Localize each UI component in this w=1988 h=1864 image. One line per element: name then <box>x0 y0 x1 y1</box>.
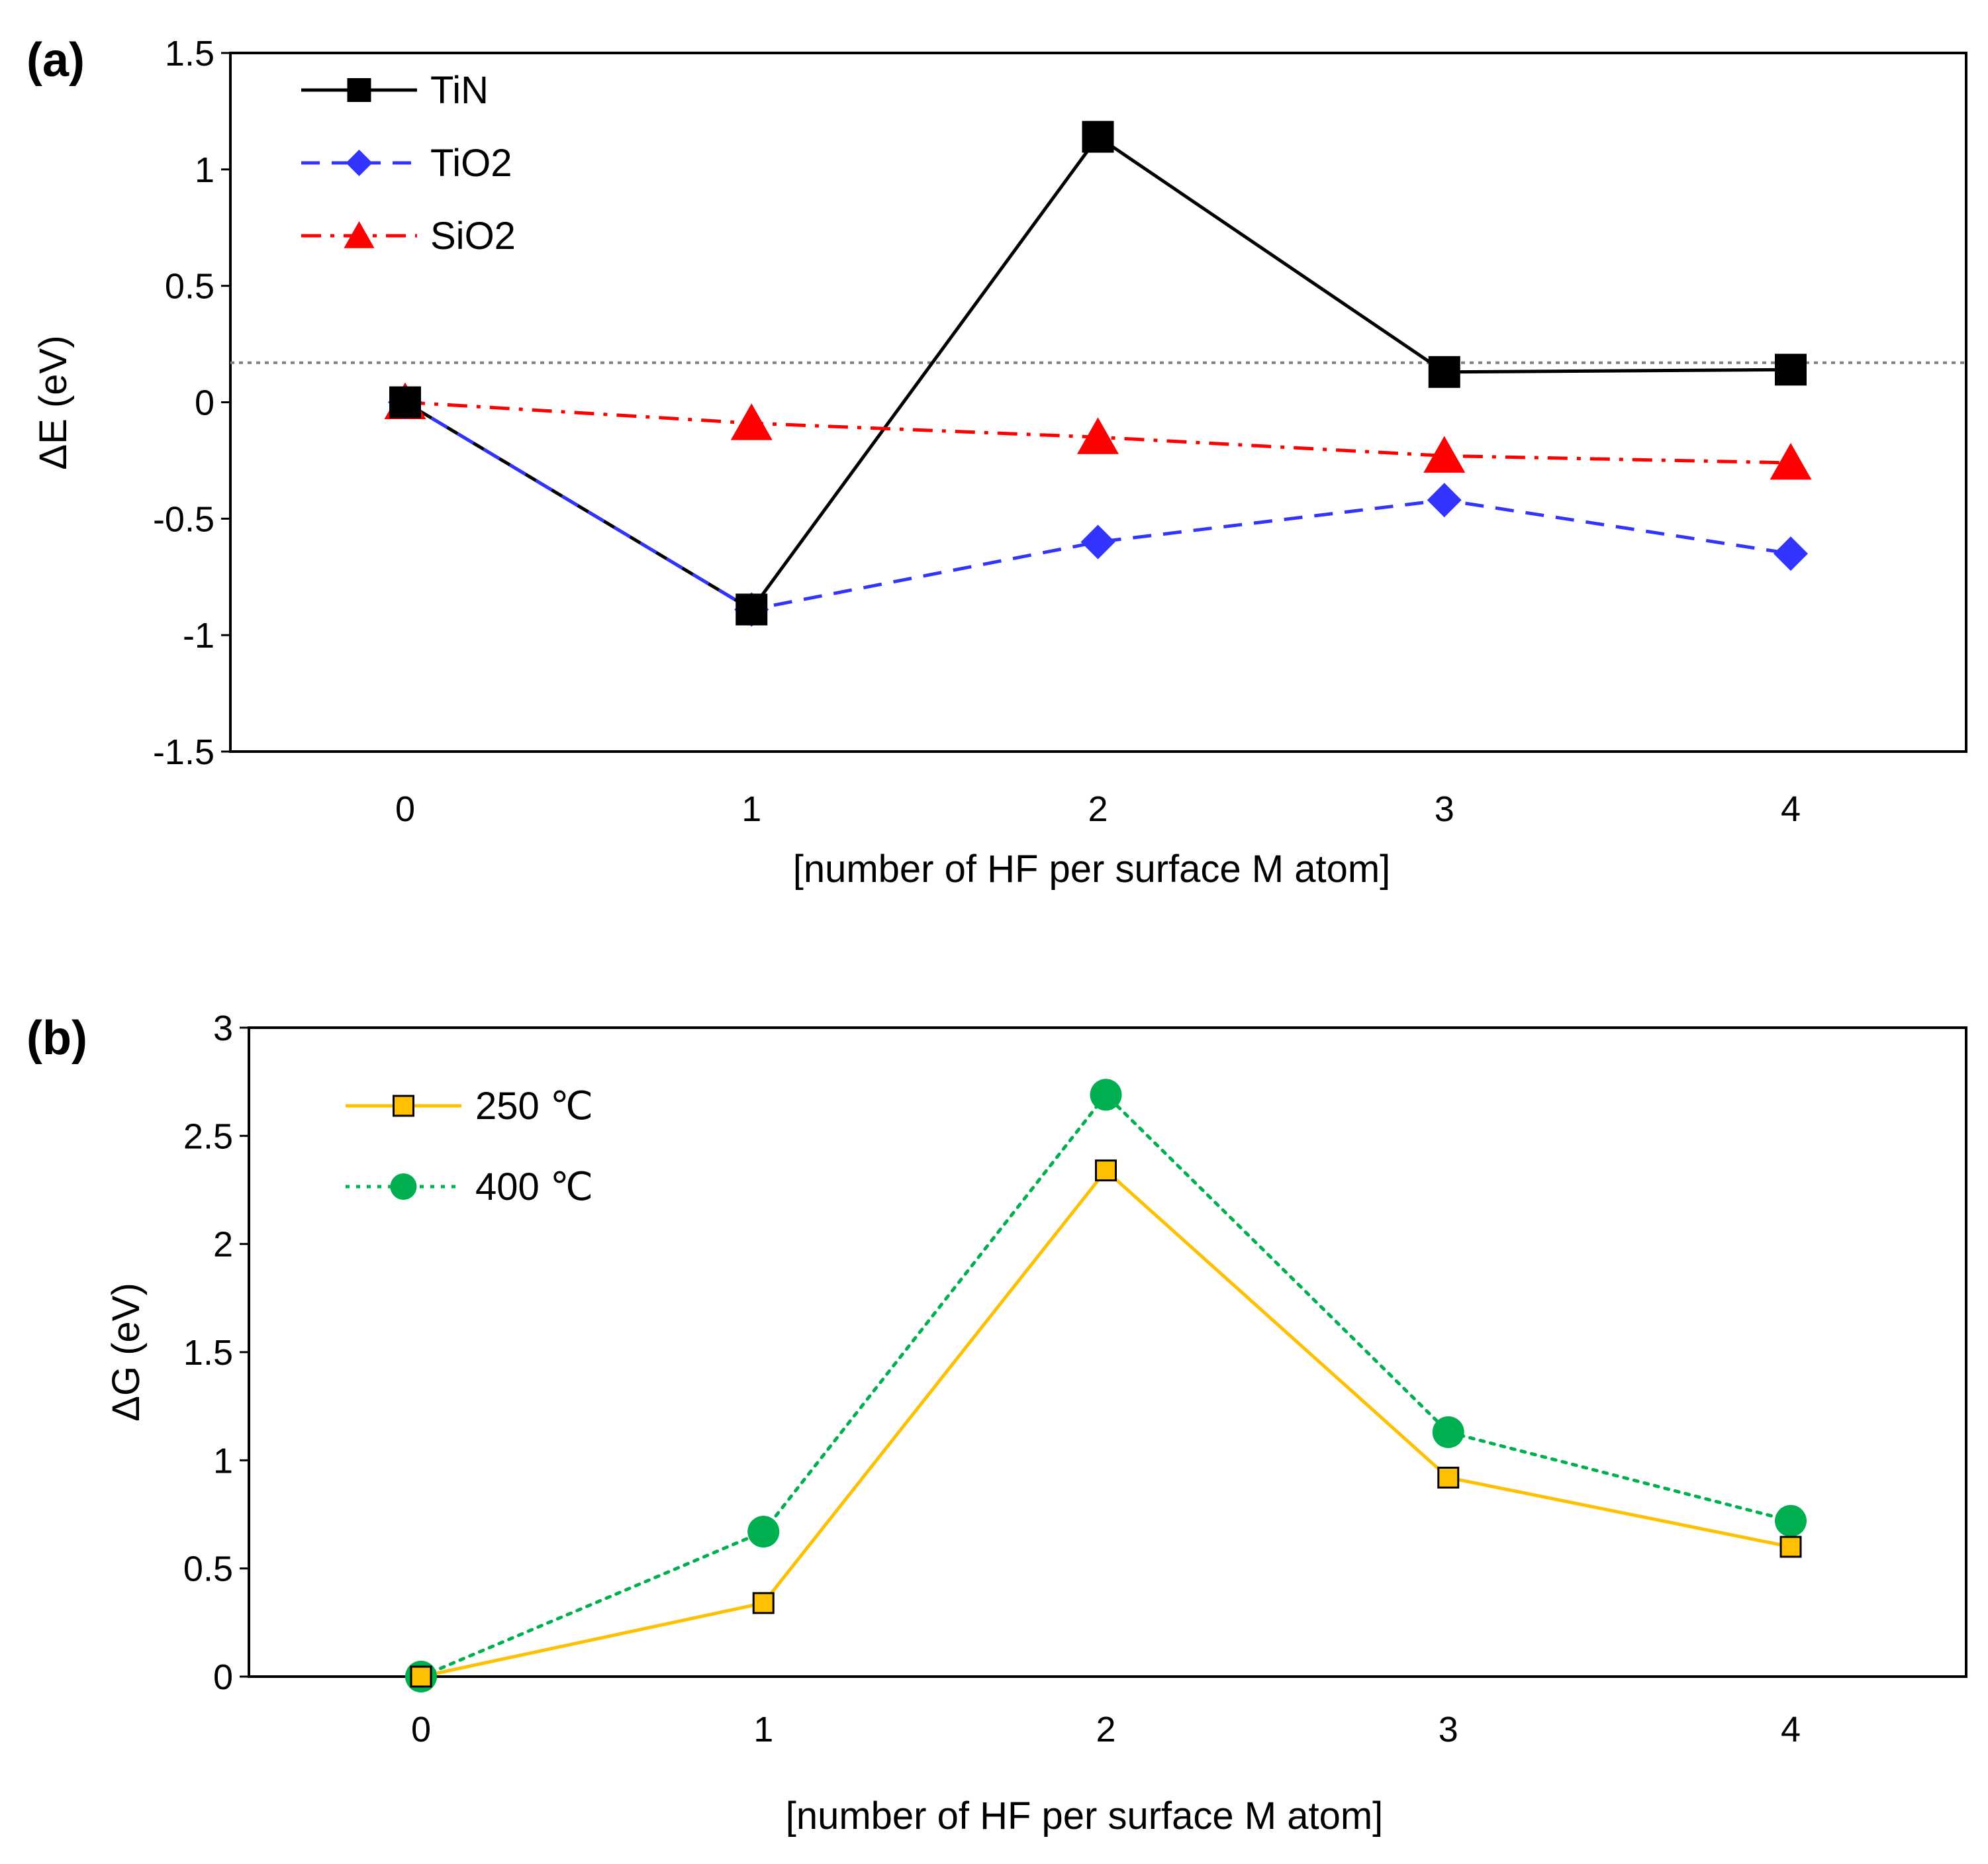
data-point <box>1090 1079 1122 1111</box>
data-point <box>1080 524 1115 560</box>
x-tick-label: 0 <box>411 1710 431 1749</box>
y-axis-label: ΔG (eV) <box>105 1283 148 1422</box>
data-point <box>1423 436 1466 473</box>
data-point <box>1428 356 1460 388</box>
data-point <box>1427 483 1462 518</box>
y-axis-label: ΔE (eV) <box>32 335 75 469</box>
data-point <box>1432 1416 1464 1448</box>
legend-label: TiO2 <box>430 142 512 185</box>
data-point <box>735 593 768 626</box>
y-tick-label: 1.5 <box>183 1333 233 1373</box>
y-tick-label: 1 <box>195 150 214 190</box>
y-tick-label: 1 <box>213 1441 233 1481</box>
x-axis-label: [number of HF per surface M atom] <box>793 848 1391 891</box>
legend-marker <box>393 1095 414 1117</box>
x-axis-label: [number of HF per surface M atom] <box>786 1794 1384 1838</box>
x-tick-label: 1 <box>741 789 761 829</box>
legend-marker <box>344 221 375 248</box>
data-point <box>1082 121 1114 153</box>
x-tick-label: 3 <box>1435 789 1454 829</box>
data-point <box>1095 1159 1117 1182</box>
legend-label: 400 ℃ <box>475 1165 593 1208</box>
x-tick-label: 1 <box>753 1710 773 1749</box>
panel-label: (b) <box>26 1012 87 1065</box>
legend-marker <box>347 78 371 102</box>
y-tick-label: 0.5 <box>183 1549 233 1589</box>
data-point <box>389 386 421 418</box>
chart-panel-b: (b) 0 0.5 1 1.5 2 2.5 3 0 1 2 3 4 [number of HF per s… <box>26 1008 1967 1838</box>
data-point <box>410 1665 432 1688</box>
y-tick-label: -1.5 <box>153 732 214 772</box>
data-point <box>1770 442 1812 480</box>
x-tick-label: 2 <box>1088 789 1108 829</box>
series-line-tio2 <box>404 401 1791 611</box>
legend-marker <box>346 150 373 176</box>
x-tick-label: 3 <box>1439 1710 1458 1749</box>
data-point <box>1779 1536 1802 1558</box>
y-tick-label: 0 <box>213 1657 233 1697</box>
y-tick-label: 0 <box>195 383 214 423</box>
x-tick-label: 4 <box>1781 789 1801 829</box>
legend-label: TiN <box>430 69 489 112</box>
y-tick-label: 3 <box>213 1008 233 1048</box>
y-tick-label: -0.5 <box>153 499 214 539</box>
data-point <box>747 1516 780 1548</box>
x-tick-label: 2 <box>1096 1710 1115 1749</box>
data-point <box>752 1592 775 1614</box>
data-point <box>1077 417 1119 454</box>
data-point <box>1437 1466 1460 1489</box>
series-line-400 <box>419 1093 1793 1679</box>
data-point <box>1774 536 1808 571</box>
y-tick-label: 2 <box>213 1225 233 1265</box>
chart-panel-a: (a) -1.5 -1 -0.5 0 0.5 1 1.5 0 1 2 3 4 [number of HF … <box>26 34 1967 891</box>
x-tick-label: 4 <box>1781 1710 1801 1749</box>
y-tick-label: 1.5 <box>165 34 214 74</box>
legend-marker <box>390 1173 417 1200</box>
series-line-250 <box>420 1169 1791 1679</box>
legend: TiN TiO2 SiO2 <box>301 69 516 258</box>
data-point <box>1775 354 1807 386</box>
data-point <box>730 403 773 440</box>
y-tick-label: 2.5 <box>183 1116 233 1156</box>
y-tick-label: 0.5 <box>165 267 214 307</box>
legend: 250 ℃ 400 ℃ <box>346 1085 593 1208</box>
panel-label: (a) <box>26 34 85 87</box>
x-tick-label: 0 <box>395 789 415 829</box>
data-point <box>1775 1504 1807 1537</box>
legend-label: SiO2 <box>430 215 516 258</box>
legend-label: 250 ℃ <box>475 1085 593 1128</box>
y-tick-label: -1 <box>183 616 214 656</box>
